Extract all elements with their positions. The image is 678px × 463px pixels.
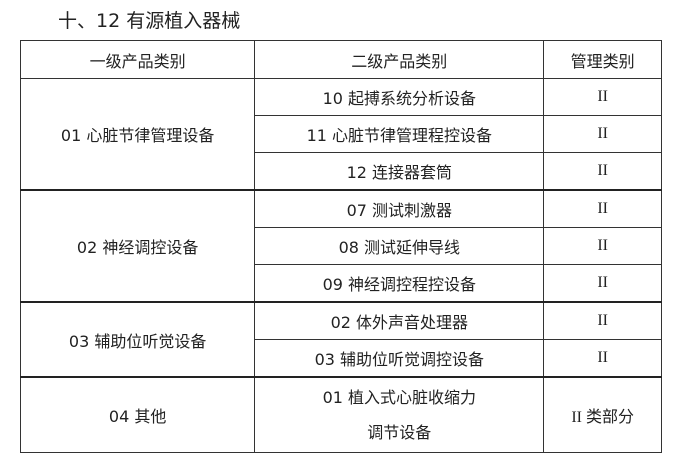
management-class-cell: II 类部分 bbox=[543, 376, 662, 453]
level1-category-cell: 02 神经调控设备 bbox=[19, 189, 256, 303]
level2-category-cell: 08 测试延伸导线 bbox=[254, 227, 545, 265]
header-level1-category: 一级产品类别 bbox=[19, 40, 256, 79]
header-level2-category: 二级产品类别 bbox=[254, 40, 545, 79]
level1-category-cell: 01 心脏节律管理设备 bbox=[19, 78, 256, 191]
table-header-row: 一级产品类别 二级产品类别 管理类别 bbox=[19, 40, 662, 79]
level2-category-cell: 07 测试刺激器 bbox=[254, 189, 545, 228]
level2-category-line: 01 植入式心脏收缩力 bbox=[322, 388, 477, 407]
management-class-cell: II bbox=[543, 264, 662, 303]
table-row: 01 心脏节律管理设备 10 起搏系统分析设备 II bbox=[19, 78, 662, 191]
device-classification-table: 一级产品类别 二级产品类别 管理类别 01 心脏节律管理设备 10 起搏系统分析… bbox=[19, 40, 662, 453]
management-class-cell: II bbox=[543, 115, 662, 153]
level2-category-cell: 10 起搏系统分析设备 bbox=[254, 78, 545, 116]
table-row: 12 连接器套筒 II bbox=[21, 152, 662, 191]
level2-category-cell: 02 体外声音处理器 bbox=[254, 301, 545, 340]
level1-category-cell: 04 其他 bbox=[19, 376, 256, 453]
management-class-cell: II bbox=[543, 227, 662, 265]
level2-category-cell: 12 连接器套筒 bbox=[254, 152, 545, 191]
level2-category-cell: 03 辅助位听觉调控设备 bbox=[254, 339, 545, 378]
management-class-cell: II bbox=[543, 152, 662, 191]
management-class-cell: II bbox=[543, 78, 662, 116]
table-row: 02 神经调控设备 07 测试刺激器 II bbox=[19, 189, 662, 303]
management-class-cell: II bbox=[543, 301, 662, 340]
management-class-cell: II bbox=[543, 189, 662, 228]
level2-category-cell: 09 神经调控程控设备 bbox=[254, 264, 545, 303]
level1-category-cell: 03 辅助位听觉设备 bbox=[19, 301, 256, 378]
level2-category-cell: 01 植入式心脏收缩力 调节设备 bbox=[254, 376, 545, 453]
table-row: 08 测试延伸导线 II bbox=[21, 227, 662, 265]
table-row: 03 辅助位听觉调控设备 II bbox=[21, 339, 662, 378]
section-title: 十、12 有源植入器械 bbox=[58, 10, 241, 32]
table-row: 04 其他 01 植入式心脏收缩力 调节设备 II 类部分 bbox=[19, 376, 662, 453]
table-row: 11 心脏节律管理程控设备 II bbox=[21, 115, 662, 153]
management-class-cell: II bbox=[543, 339, 662, 378]
level2-category-line: 调节设备 bbox=[367, 423, 432, 442]
table-row: 03 辅助位听觉设备 02 体外声音处理器 II bbox=[19, 301, 662, 378]
header-management-class: 管理类别 bbox=[543, 40, 662, 79]
level2-category-cell: 11 心脏节律管理程控设备 bbox=[254, 115, 545, 153]
